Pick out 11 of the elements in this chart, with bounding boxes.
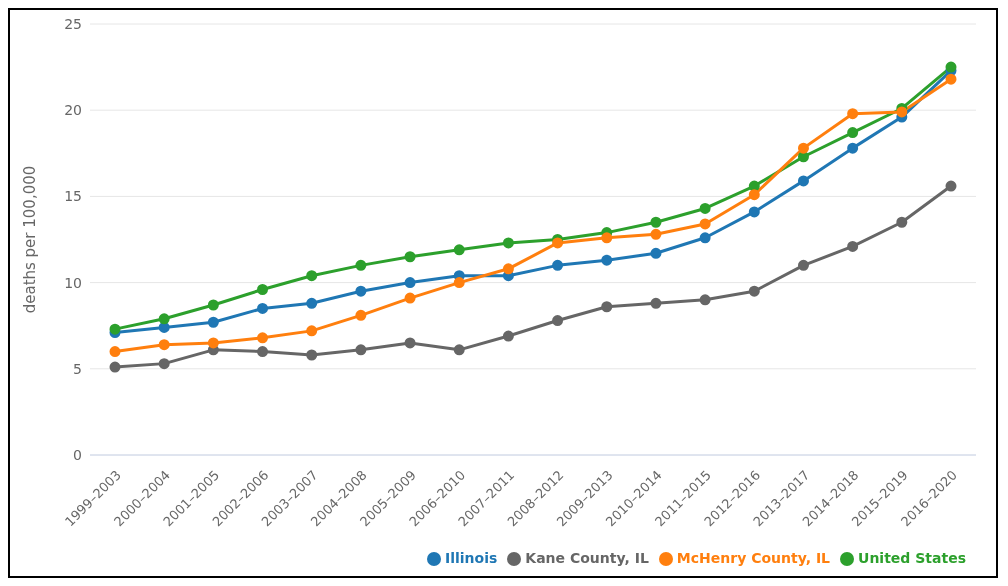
legend-label: Kane County, IL <box>525 550 649 566</box>
legend-label: McHenry County, IL <box>676 550 831 566</box>
legend-label: United States <box>858 550 966 566</box>
y-tick-label: 20 <box>64 102 82 119</box>
y-tick-label: 5 <box>73 360 82 377</box>
y-tick-label: 10 <box>64 274 82 291</box>
y-tick-label: 0 <box>73 446 82 463</box>
y-tick-label: 15 <box>64 188 82 205</box>
y-axis-title: deaths per 100,000 <box>21 165 40 314</box>
legend-label: Illinois <box>444 550 498 566</box>
y-tick-label: 25 <box>64 15 82 32</box>
